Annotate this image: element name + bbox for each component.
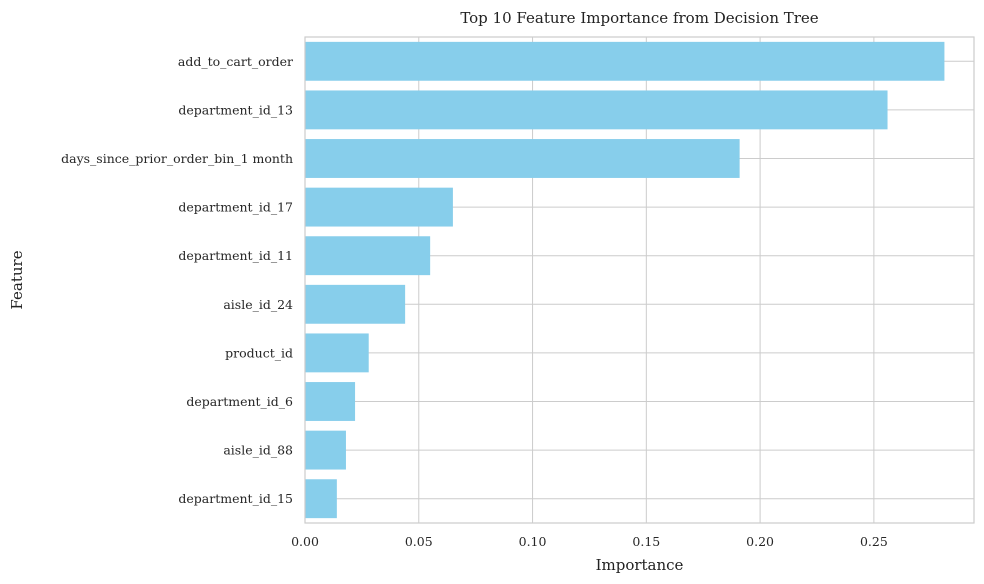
bar-department-id-6: [305, 382, 356, 421]
x-tick-label: 0.20: [746, 534, 774, 549]
bar-department-id-11: [305, 236, 431, 276]
y-axis-label: Feature: [8, 250, 26, 309]
y-tick-label: aisle_id_88: [223, 443, 293, 458]
x-axis-label: Importance: [596, 556, 684, 574]
bar-days-since-prior-order-bin-1-month: [305, 139, 740, 178]
y-tick-label: department_id_6: [186, 394, 293, 409]
bar-department-id-13: [305, 90, 888, 130]
x-tick-label: 0.05: [405, 534, 433, 549]
chart-title: Top 10 Feature Importance from Decision …: [460, 9, 818, 27]
axes-frame: [304, 36, 975, 524]
y-tick-label: days_since_prior_order_bin_1 month: [61, 151, 293, 166]
y-tick-label: department_id_15: [178, 491, 293, 506]
bar-department-id-15: [305, 479, 337, 519]
bar-aisle-id-88: [305, 430, 346, 470]
y-tick-label: aisle_id_24: [223, 297, 293, 312]
y-tick-label: department_id_17: [178, 200, 293, 215]
x-tick-label: 0.00: [291, 534, 319, 549]
x-tick-label: 0.10: [519, 534, 547, 549]
x-tick-label: 0.15: [632, 534, 660, 549]
bar-department-id-17: [305, 187, 453, 227]
bar-product-id: [305, 333, 369, 373]
bar-add-to-cart-order: [305, 41, 945, 81]
y-tick-labels: add_to_cart_order department_id_13 days_si…: [61, 54, 293, 506]
x-tick-labels: 0.00 0.05 0.10 0.15 0.20 0.25: [291, 534, 888, 549]
y-tick-label: add_to_cart_order: [178, 54, 293, 69]
y-tick-label: department_id_13: [178, 102, 293, 117]
bar-aisle-id-24: [305, 284, 406, 324]
bars-layer: [305, 41, 945, 519]
x-tick-label: 0.25: [860, 534, 888, 549]
y-tick-label: product_id: [225, 345, 293, 360]
y-tick-label: department_id_11: [178, 248, 293, 263]
